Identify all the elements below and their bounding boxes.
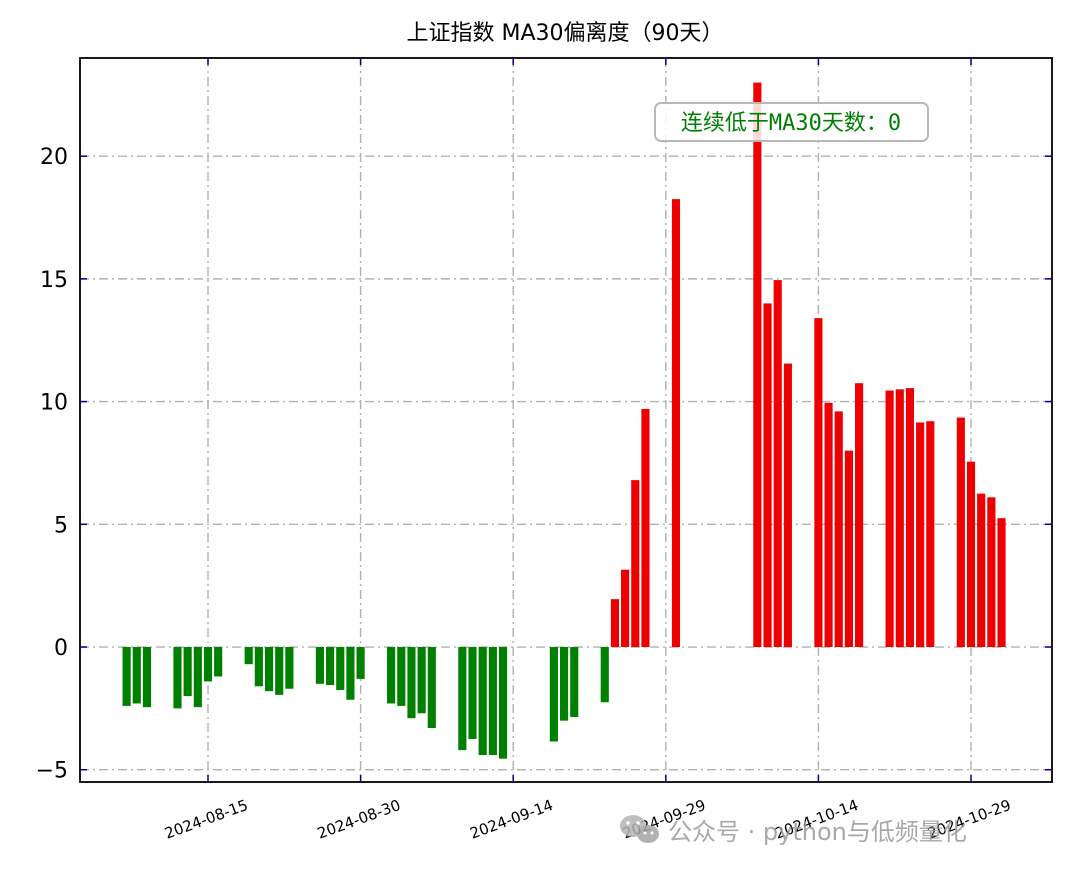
bar — [600, 647, 609, 703]
bar — [356, 647, 365, 679]
bar — [885, 390, 894, 648]
bar — [641, 408, 650, 648]
bar — [214, 647, 223, 677]
annotation-box: 连续低于MA30天数：0 — [654, 102, 929, 142]
bar — [631, 480, 640, 648]
bar — [203, 647, 213, 682]
bar — [671, 199, 681, 648]
bar — [621, 569, 630, 648]
bar — [895, 389, 904, 648]
y-tick-labels: −5 0 5 10 15 20 — [36, 145, 68, 784]
bar — [142, 647, 152, 708]
bar — [753, 82, 762, 648]
bar — [987, 497, 996, 648]
bar — [763, 303, 772, 648]
chart-title: 上证指数 MA30偏离度（90天） — [406, 21, 723, 46]
bars — [122, 82, 1006, 759]
bar — [977, 493, 986, 648]
bar — [783, 363, 792, 648]
bar — [417, 647, 426, 714]
y-tick-label: 5 — [54, 513, 68, 538]
bar — [966, 461, 976, 648]
wechat-icon — [620, 815, 659, 843]
bar — [346, 647, 355, 700]
bar — [926, 421, 935, 648]
bar — [193, 647, 202, 708]
bar — [478, 647, 487, 756]
bar — [498, 647, 508, 759]
bar — [122, 647, 131, 706]
bar — [458, 647, 467, 751]
bar — [844, 450, 853, 648]
watermark: 公众号 · python与低频量化 — [620, 815, 967, 846]
grid-lines — [80, 58, 1052, 782]
y-tick-label: 0 — [54, 636, 68, 661]
plot-frame — [79, 57, 1053, 783]
bar — [132, 647, 141, 704]
bar — [183, 647, 192, 697]
bar — [397, 647, 406, 706]
bar — [824, 402, 833, 648]
bar — [315, 647, 324, 684]
bar — [336, 647, 345, 690]
bar — [488, 647, 497, 756]
bar — [387, 647, 396, 704]
bar — [814, 318, 823, 648]
bar — [427, 647, 436, 729]
bar — [407, 647, 416, 719]
bar — [610, 599, 620, 648]
bar — [997, 518, 1006, 648]
bar — [326, 647, 335, 686]
y-tick-label: 20 — [40, 145, 68, 170]
bar — [916, 422, 925, 648]
bar — [956, 417, 965, 648]
tick-marks — [80, 58, 1052, 782]
y-tick-label: 15 — [40, 268, 68, 293]
bar — [855, 383, 864, 648]
bar — [275, 647, 284, 695]
bar — [468, 647, 477, 740]
bar — [173, 647, 182, 709]
bar — [570, 647, 579, 717]
bar — [244, 647, 253, 665]
annotation-text: 连续低于MA30天数：0 — [681, 111, 901, 136]
bar — [773, 280, 782, 648]
bar — [264, 647, 274, 692]
bar — [549, 647, 558, 742]
bar — [285, 647, 294, 689]
watermark-text: 公众号 · python与低频量化 — [668, 818, 967, 846]
bar — [834, 411, 843, 648]
bar — [905, 388, 915, 648]
y-tick-label: 10 — [40, 391, 68, 416]
bar — [559, 647, 569, 721]
bar — [254, 647, 263, 687]
y-tick-label: −5 — [36, 759, 68, 784]
